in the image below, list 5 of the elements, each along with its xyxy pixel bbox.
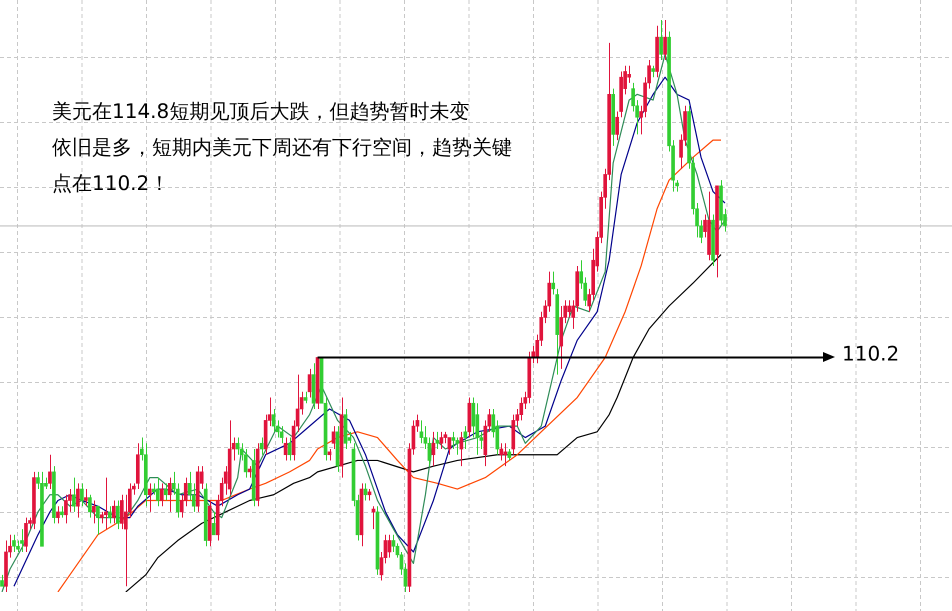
annotation: 依旧是多，短期内美元下周还有下行空间，趋势关键 (52, 134, 512, 161)
annotation: 美元在114.8短期见顶后大跌，但趋势暂时未变 (52, 98, 470, 125)
text: 110.2 (842, 342, 900, 366)
candlestick (372, 506, 376, 530)
annotation: 点在110.2！ (52, 170, 170, 197)
